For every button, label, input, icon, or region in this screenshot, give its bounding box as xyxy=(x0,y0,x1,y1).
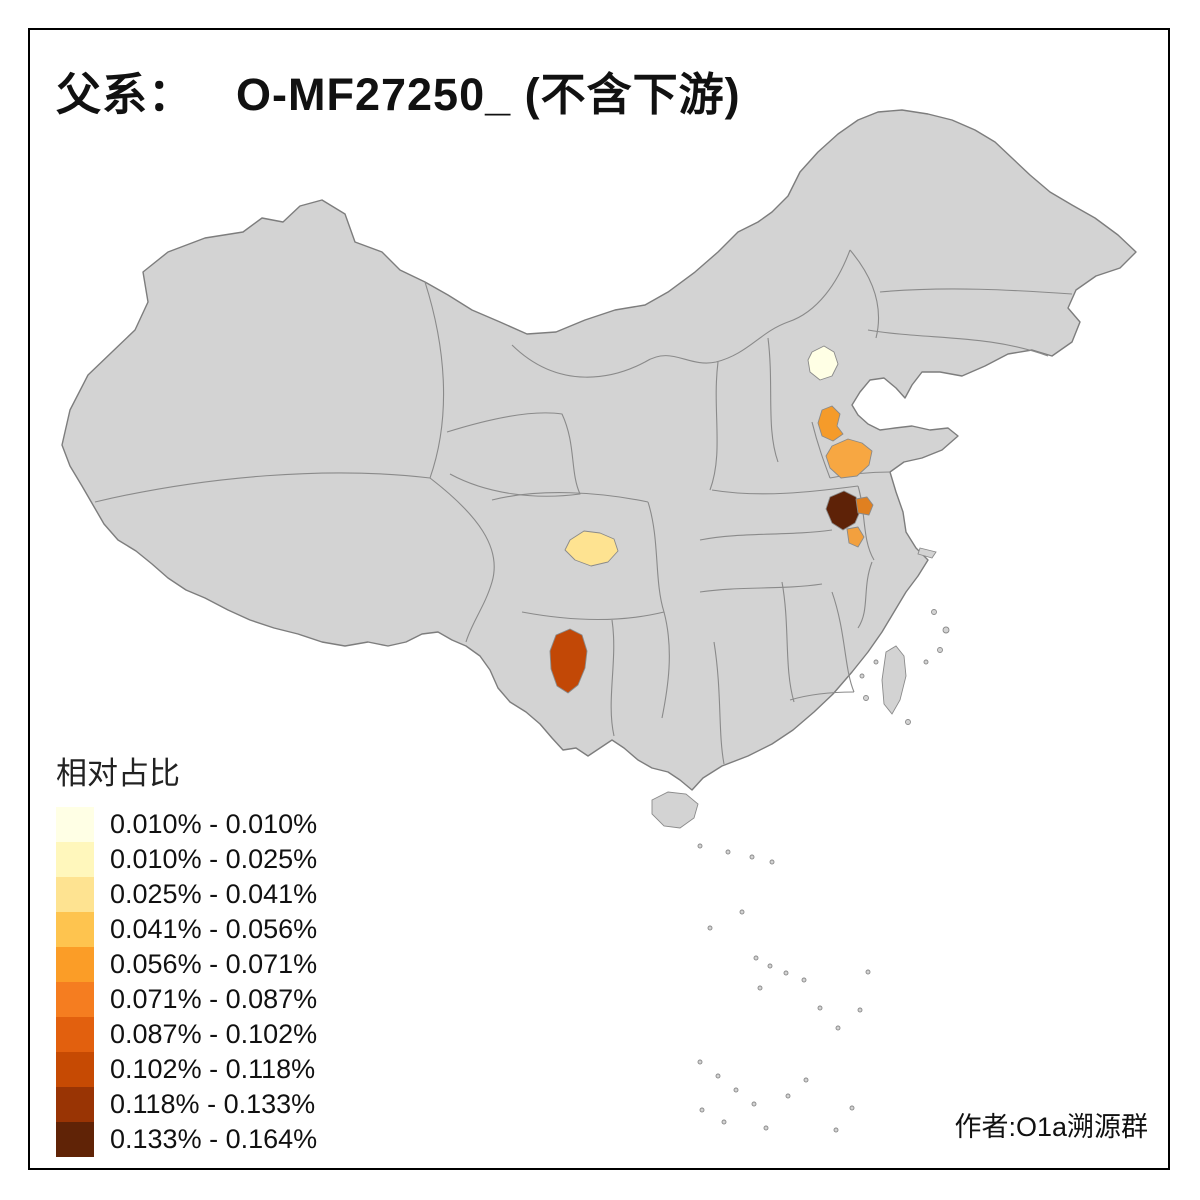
legend-swatch xyxy=(56,877,94,912)
highlighted-regions xyxy=(549,345,874,694)
legend-title: 相对占比 xyxy=(56,756,180,791)
mainland-outline xyxy=(61,109,1137,791)
legend-row: 0.102% - 0.118% xyxy=(56,1052,317,1087)
legend-label: 0.025% - 0.041% xyxy=(110,879,318,909)
legend-row: 0.041% - 0.056% xyxy=(56,912,317,947)
region-shandong-north xyxy=(817,405,844,442)
legend-row: 0.133% - 0.164% xyxy=(56,1122,317,1157)
legend: 相对占比 0.010% - 0.010% 0.010% - 0.025% 0.0… xyxy=(56,748,317,1157)
legend-label: 0.118% - 0.133% xyxy=(110,1089,316,1119)
chongming-island xyxy=(917,547,937,559)
legend-label: 0.102% - 0.118% xyxy=(110,1054,316,1084)
legend-swatch xyxy=(56,1122,94,1157)
region-yunnan-south xyxy=(549,628,588,694)
islands xyxy=(651,547,950,1133)
region-anhui-orange-south xyxy=(846,526,865,548)
legend-row: 0.056% - 0.071% xyxy=(56,947,317,982)
legend-swatch xyxy=(56,807,94,842)
region-sichuan-basin xyxy=(564,530,619,567)
legend-row: 0.118% - 0.133% xyxy=(56,1087,317,1122)
author-credit: 作者:O1a溯源群 xyxy=(954,1112,1148,1142)
legend-row: 0.010% - 0.025% xyxy=(56,842,317,877)
legend-swatch xyxy=(56,1052,94,1087)
province-borders xyxy=(94,249,1073,765)
region-anhui-dark xyxy=(825,490,862,531)
hainan-island xyxy=(651,791,699,829)
legend-swatch xyxy=(56,982,94,1017)
legend-row: 0.087% - 0.102% xyxy=(56,1017,317,1052)
legend-row: 0.010% - 0.010% xyxy=(56,807,317,842)
title-haplogroup: O-MF27250_ (不含下游) xyxy=(236,69,741,120)
legend-swatch xyxy=(56,1017,94,1052)
legend-label: 0.071% - 0.087% xyxy=(110,984,318,1014)
region-beijing-area xyxy=(807,345,839,381)
legend-label: 0.133% - 0.164% xyxy=(110,1124,318,1154)
legend-label: 0.010% - 0.025% xyxy=(110,844,318,874)
legend-label: 0.041% - 0.056% xyxy=(110,914,318,944)
region-anhui-orange-east xyxy=(855,496,874,516)
legend-swatch xyxy=(56,1087,94,1122)
legend-label: 0.010% - 0.010% xyxy=(110,809,318,839)
page-title: 父系： O-MF27250_ (不含下游) xyxy=(56,58,741,123)
legend-label: 0.087% - 0.102% xyxy=(110,1019,318,1049)
taiwan-island xyxy=(881,645,907,715)
region-shandong-central xyxy=(825,438,873,479)
legend-label: 0.056% - 0.071% xyxy=(110,949,318,979)
title-prefix: 父系： xyxy=(56,69,195,120)
legend-swatch xyxy=(56,842,94,877)
legend-row: 0.025% - 0.041% xyxy=(56,877,317,912)
legend-swatch xyxy=(56,947,94,982)
legend-swatch xyxy=(56,912,94,947)
legend-row: 0.071% - 0.087% xyxy=(56,982,317,1017)
